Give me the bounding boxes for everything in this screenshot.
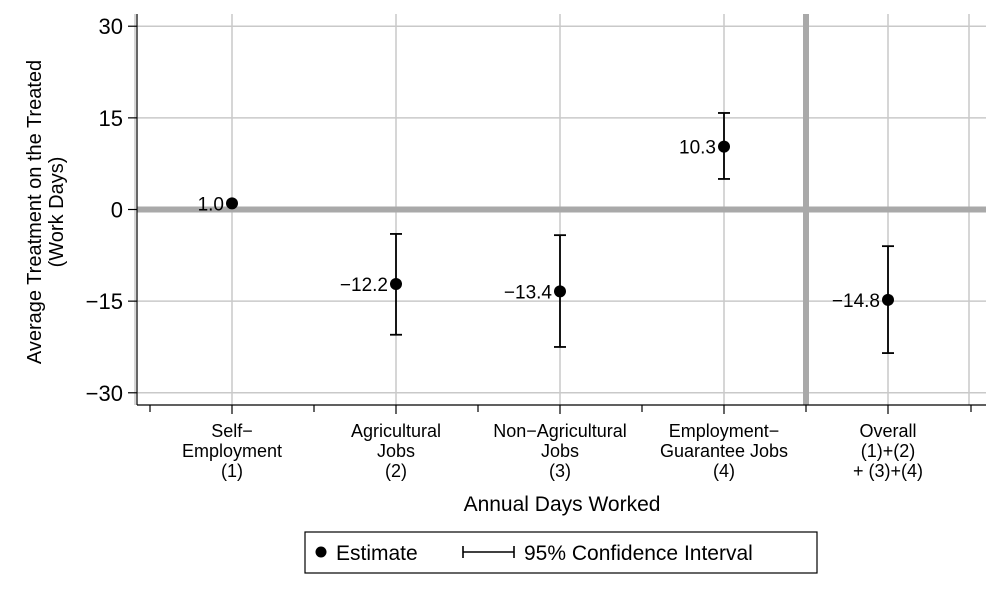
y-tick-label: 30 — [99, 14, 123, 39]
reference-lines — [137, 14, 986, 405]
x-tick-label: Agricultural — [351, 421, 441, 441]
x-tick-label: Employment− — [669, 421, 780, 441]
y-tick-label: −15 — [86, 289, 123, 314]
legend-ci-marker — [462, 546, 515, 558]
legend-estimate-marker — [315, 546, 327, 558]
estimate-value-label: −14.8 — [832, 291, 880, 312]
y-axis-title: Average Treatment on the Treated (Work D… — [24, 60, 68, 364]
x-tick-label: Non−Agricultural — [493, 421, 627, 441]
legend-estimate-label: Estimate — [336, 542, 418, 565]
x-tick-label: Guarantee Jobs — [660, 441, 788, 461]
legend-ci-label: 95% Confidence Interval — [524, 542, 753, 565]
x-tick-label: (3) — [549, 461, 571, 481]
estimate-value-label: 10.3 — [679, 138, 716, 159]
x-tick-label: Jobs — [541, 441, 579, 461]
estimate-value-label: −12.2 — [340, 275, 388, 296]
data-point-group: 1.0 — [198, 194, 238, 215]
data-point-group: −14.8 — [832, 245, 894, 354]
estimate-point — [554, 285, 566, 298]
x-tick-label: (4) — [713, 461, 735, 481]
data-point-group: 10.3 — [679, 112, 730, 180]
y-tick-label: 0 — [111, 198, 123, 223]
estimate-point — [390, 278, 402, 291]
x-tick-label: Self− — [211, 421, 253, 441]
y-axis-title-line-2: (Work Days) — [46, 157, 68, 268]
legend-box — [304, 531, 818, 574]
data-series-estimate: 1.0 −12.2 −13.4 10.3 −14.8 — [198, 112, 894, 354]
y-tick-label: 15 — [99, 106, 123, 131]
x-ticks: Self−Employment(1)AgriculturalJobs(2)Non… — [149, 405, 972, 481]
x-tick-label: (1) — [221, 461, 243, 481]
x-tick-label: (2) — [385, 461, 407, 481]
x-tick-label: Jobs — [377, 441, 415, 461]
y-tick-label: −30 — [86, 381, 123, 406]
estimate-point — [882, 293, 894, 306]
estimate-point — [226, 197, 238, 210]
estimate-value-label: 1.0 — [198, 194, 224, 215]
data-point-group: −12.2 — [340, 233, 402, 336]
data-point-group: −13.4 — [504, 234, 566, 348]
legend: Estimate 95% Confidence Interval — [304, 531, 818, 574]
x-tick-label: + (3)+(4) — [853, 461, 923, 481]
y-axis-title-line-1: Average Treatment on the Treated — [24, 60, 46, 364]
estimate-value-label: −13.4 — [504, 282, 553, 303]
x-tick-label: Employment — [182, 441, 282, 461]
x-tick-label: (1)+(2) — [861, 441, 916, 461]
estimate-point — [718, 140, 730, 153]
x-tick-label: Overall — [859, 421, 916, 441]
y-ticks: 30 15 0 −15 −30 — [86, 14, 137, 406]
x-axis-title: Annual Days Worked — [464, 493, 661, 516]
